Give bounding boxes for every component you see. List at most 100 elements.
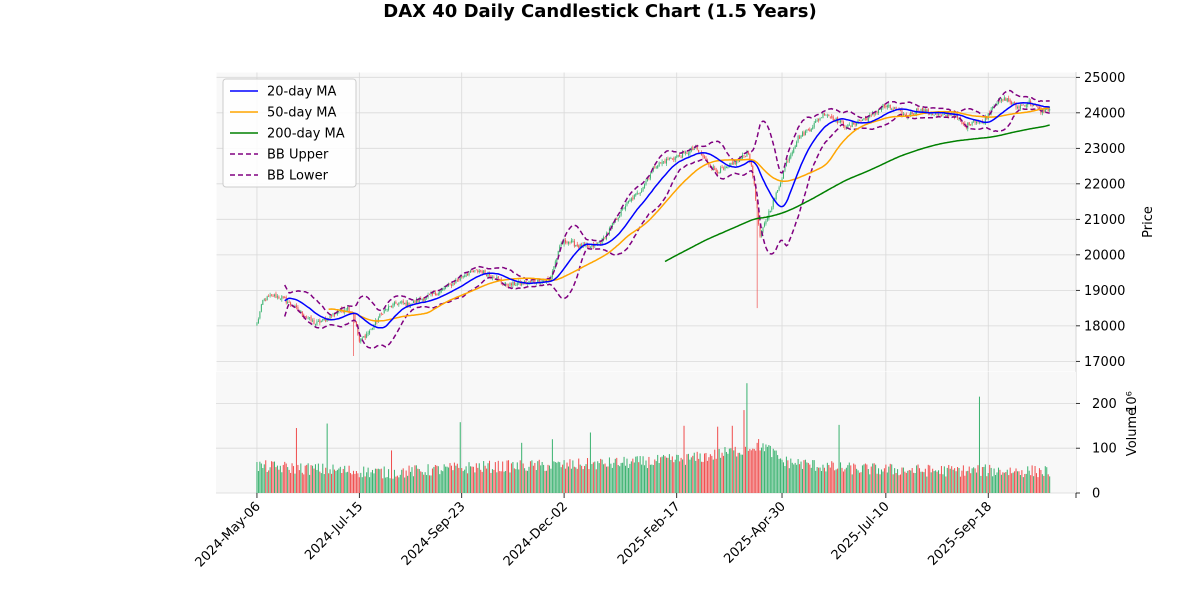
volume-bar (932, 468, 934, 493)
candle-body (872, 113, 874, 116)
volume-bar (696, 451, 698, 493)
candle-body (273, 294, 276, 296)
candle-body (395, 302, 397, 304)
volume-bar (746, 383, 748, 493)
volume-bar (611, 467, 613, 493)
volume-bar (962, 465, 964, 493)
volume-bar (699, 453, 701, 493)
volume-bar (383, 466, 385, 493)
volume-bar (477, 467, 479, 493)
candle-body (790, 154, 792, 159)
candle-body (617, 218, 619, 220)
volume-bar (780, 458, 782, 493)
volume-bar (654, 459, 656, 493)
candle-body (768, 211, 770, 219)
candle-body (563, 240, 565, 245)
volume-bar (1027, 466, 1029, 493)
candle-body (734, 161, 736, 165)
candle-body (826, 115, 828, 117)
candle-body (598, 242, 600, 243)
candle-body (586, 244, 589, 246)
volume-bar (572, 460, 574, 493)
candle-body (927, 109, 929, 113)
candle-body (521, 281, 523, 286)
volume-bar (765, 444, 767, 493)
candle-body (567, 241, 569, 244)
volume-bar (603, 464, 605, 493)
candle-body (696, 146, 698, 150)
candle-body (815, 120, 817, 123)
volume-bar (610, 463, 612, 493)
volume-bar (275, 467, 277, 493)
candle-body (935, 113, 937, 115)
candle-body (853, 122, 855, 125)
volume-bar (970, 473, 972, 493)
candle-body (458, 279, 460, 281)
candle-body (553, 266, 555, 271)
candle-body (459, 276, 461, 281)
volume-bar (427, 464, 429, 493)
candle-body (747, 152, 749, 154)
volume-bar (639, 456, 641, 493)
candle-body (357, 325, 359, 335)
candle-body (940, 114, 942, 116)
volume-bar (733, 450, 735, 493)
candle-body (796, 141, 798, 147)
volume-bar (1015, 468, 1017, 493)
volume-bar (516, 462, 518, 493)
candle-body (917, 107, 919, 111)
volume-bar (524, 468, 526, 493)
volume-bar (926, 476, 928, 493)
volume-bar (502, 461, 504, 493)
volume-bar (796, 464, 798, 493)
candle-body (777, 190, 779, 192)
volume-bar (295, 428, 297, 493)
candle-body (771, 207, 773, 211)
volume-bar (894, 468, 896, 493)
legend-label: 200-day MA (267, 127, 345, 142)
volume-bar (769, 445, 771, 493)
volume-bar (965, 471, 967, 493)
volume-bar (418, 469, 420, 493)
volume-bar (676, 454, 678, 493)
candle-body (467, 273, 469, 276)
volume-bar (325, 467, 327, 493)
candle-body (462, 276, 464, 278)
candle-body (679, 154, 681, 157)
candle-body (528, 281, 530, 283)
candle-body (686, 152, 688, 154)
candle-body (371, 328, 374, 330)
candle-body (532, 280, 534, 282)
candle-body (456, 279, 458, 281)
candle-body (601, 238, 603, 245)
volume-bar (316, 469, 318, 493)
volume-bar (917, 464, 919, 493)
volume-bar (563, 460, 565, 493)
volume-bar (803, 460, 805, 493)
volume-bar (547, 464, 549, 493)
volume-bar (1044, 466, 1046, 493)
volume-bar (579, 464, 581, 493)
candle-body (620, 209, 622, 216)
candle-body (910, 112, 912, 116)
volume-bar (382, 478, 384, 493)
volume-bar (797, 459, 799, 493)
candle-body (870, 114, 872, 116)
candle-body (850, 125, 852, 127)
volume-bar (809, 464, 811, 493)
volume-bar (720, 457, 722, 493)
volume-bar (508, 460, 510, 493)
candle-body (325, 318, 327, 322)
candle-body (393, 302, 395, 305)
volume-bar (363, 466, 365, 493)
candle-body (525, 280, 527, 284)
volume-bar (608, 457, 610, 493)
candle-body (412, 301, 414, 303)
candle-body (488, 273, 491, 276)
volume-bar (481, 471, 483, 493)
candle-body (573, 240, 575, 247)
candle-body (604, 237, 606, 239)
candle-body (272, 295, 274, 297)
candle-body (723, 168, 725, 170)
volume-bar (971, 468, 973, 493)
